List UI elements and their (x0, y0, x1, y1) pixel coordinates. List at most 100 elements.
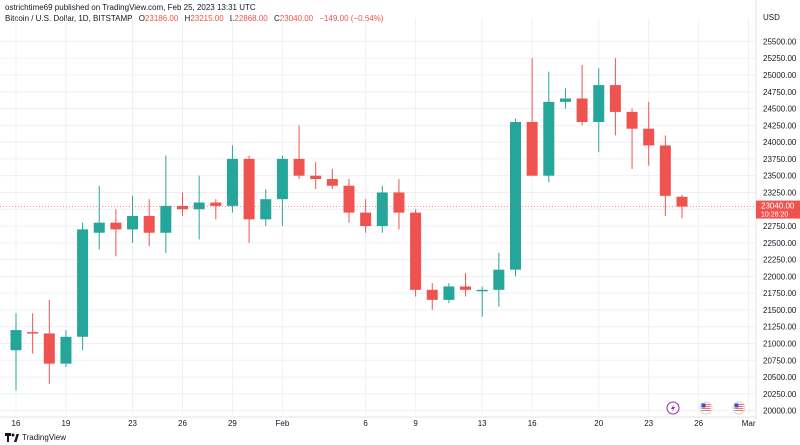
currency-label[interactable]: USD (763, 13, 780, 22)
candle-body[interactable] (43, 333, 55, 364)
candle-body[interactable] (360, 212, 372, 227)
candle-body[interactable] (276, 158, 288, 200)
x-tick-label: 23 (644, 419, 653, 428)
x-tick-label: Feb (276, 419, 290, 428)
candle-body[interactable] (193, 202, 205, 210)
candle-body[interactable] (526, 121, 538, 176)
us-flag-stripe (701, 410, 711, 411)
y-tick-label: 23750.00 (763, 155, 797, 164)
candle-body[interactable] (393, 192, 405, 213)
candle-body[interactable] (77, 229, 89, 337)
high-label: H (184, 14, 191, 23)
candle-body[interactable] (243, 158, 255, 220)
x-tick-label: 23 (128, 419, 137, 428)
candle-body[interactable] (10, 330, 22, 351)
candle-body[interactable] (143, 215, 155, 233)
y-tick-label: 21250.00 (763, 323, 797, 332)
candle-body[interactable] (510, 121, 521, 270)
y-tick-label: 25500.00 (763, 37, 797, 46)
candle-body[interactable] (593, 85, 605, 122)
us-flag-stripe (701, 404, 711, 405)
candle-body[interactable] (177, 205, 188, 210)
y-tick-label: 20750.00 (763, 356, 797, 365)
candle-body[interactable] (410, 212, 422, 290)
y-tick-label: 21750.00 (763, 289, 797, 298)
candle-body[interactable] (626, 111, 638, 129)
footer-brand: TradingView (22, 433, 67, 442)
lightning-icon-glyph (671, 404, 675, 412)
y-tick-label: 25250.00 (763, 54, 797, 63)
candle-body[interactable] (60, 336, 72, 364)
candle-body[interactable] (460, 286, 472, 290)
x-tick-label: 26 (178, 419, 187, 428)
low-value: 22868.00 (234, 14, 268, 23)
candle-body[interactable] (343, 185, 355, 213)
x-tick-label: Mar (742, 419, 756, 428)
candle-body[interactable] (576, 98, 588, 122)
us-flag-stripe (734, 410, 744, 411)
candle-body[interactable] (676, 196, 688, 207)
x-tick-label: 29 (228, 419, 237, 428)
x-tick-label: 20 (594, 419, 603, 428)
candle-body[interactable] (443, 286, 455, 300)
candle-body[interactable] (226, 158, 238, 206)
y-tick-label: 21000.00 (763, 340, 797, 349)
y-tick-label: 24500.00 (763, 105, 797, 114)
y-tick-label: 24250.00 (763, 121, 797, 130)
y-tick-label: 22500.00 (763, 239, 797, 248)
candle-body[interactable] (260, 199, 272, 220)
price-tag-countdown: 10:28:20 (761, 212, 788, 219)
x-tick-label: 9 (413, 419, 418, 428)
y-tick-label: 24000.00 (763, 138, 797, 147)
open-label: O (138, 14, 145, 23)
candle-body[interactable] (476, 289, 488, 292)
y-tick-label: 23250.00 (763, 188, 797, 197)
candle-body[interactable] (127, 215, 139, 230)
y-tick-label: 22750.00 (763, 222, 797, 231)
x-tick-label: 16 (12, 419, 21, 428)
y-tick-label: 24750.00 (763, 88, 797, 97)
published-line: ostrichtime69 published on TradingView.c… (5, 3, 256, 12)
y-tick-label: 20500.00 (763, 373, 797, 382)
footer: TradingView (5, 433, 66, 442)
candle-body[interactable] (376, 192, 388, 227)
candle-body[interactable] (326, 179, 338, 186)
y-tick-label: 20250.00 (763, 390, 797, 399)
candle-body[interactable] (559, 98, 571, 102)
candle-body[interactable] (160, 205, 172, 233)
price-tag (756, 200, 800, 219)
us-flag-stripe (734, 404, 744, 405)
tradingview-logo-icon (5, 433, 19, 442)
high-value: 23215.00 (190, 14, 224, 23)
us-flag-stripe (734, 408, 744, 409)
close-label: C (273, 14, 280, 23)
candle-body[interactable] (110, 222, 122, 230)
us-flag-stripe (701, 408, 711, 409)
candle-body[interactable] (659, 145, 671, 196)
candle-body[interactable] (543, 101, 555, 176)
candle-body[interactable] (643, 128, 655, 146)
change-value: −149.00 (−0.64%) (319, 14, 384, 23)
candle-body[interactable] (27, 332, 39, 334)
us-flag-stripe (701, 406, 711, 407)
y-tick-label: 22000.00 (763, 272, 797, 281)
candle-body[interactable] (293, 158, 305, 176)
us-flag-stripe (734, 406, 744, 407)
candle-body[interactable] (609, 85, 621, 112)
x-tick-label: 19 (61, 419, 70, 428)
candle-body[interactable] (310, 175, 322, 180)
y-tick-label: 23500.00 (763, 172, 797, 181)
candle-body[interactable] (210, 202, 222, 206)
y-tick-label: 20000.00 (763, 407, 797, 416)
candle-body[interactable] (426, 289, 438, 300)
y-tick-label: 25000.00 (763, 71, 797, 80)
x-tick-label: 13 (478, 419, 487, 428)
close-value: 23040.00 (279, 14, 314, 23)
us-flag-canton (734, 403, 739, 408)
y-tick-label: 22250.00 (763, 256, 797, 265)
symbol-label[interactable]: Bitcoin / U.S. Dollar, 1D, BITSTAMP (5, 14, 133, 23)
candle-body[interactable] (93, 222, 105, 233)
candle-body[interactable] (493, 269, 505, 290)
price-tag-value: 23040.00 (761, 202, 795, 211)
